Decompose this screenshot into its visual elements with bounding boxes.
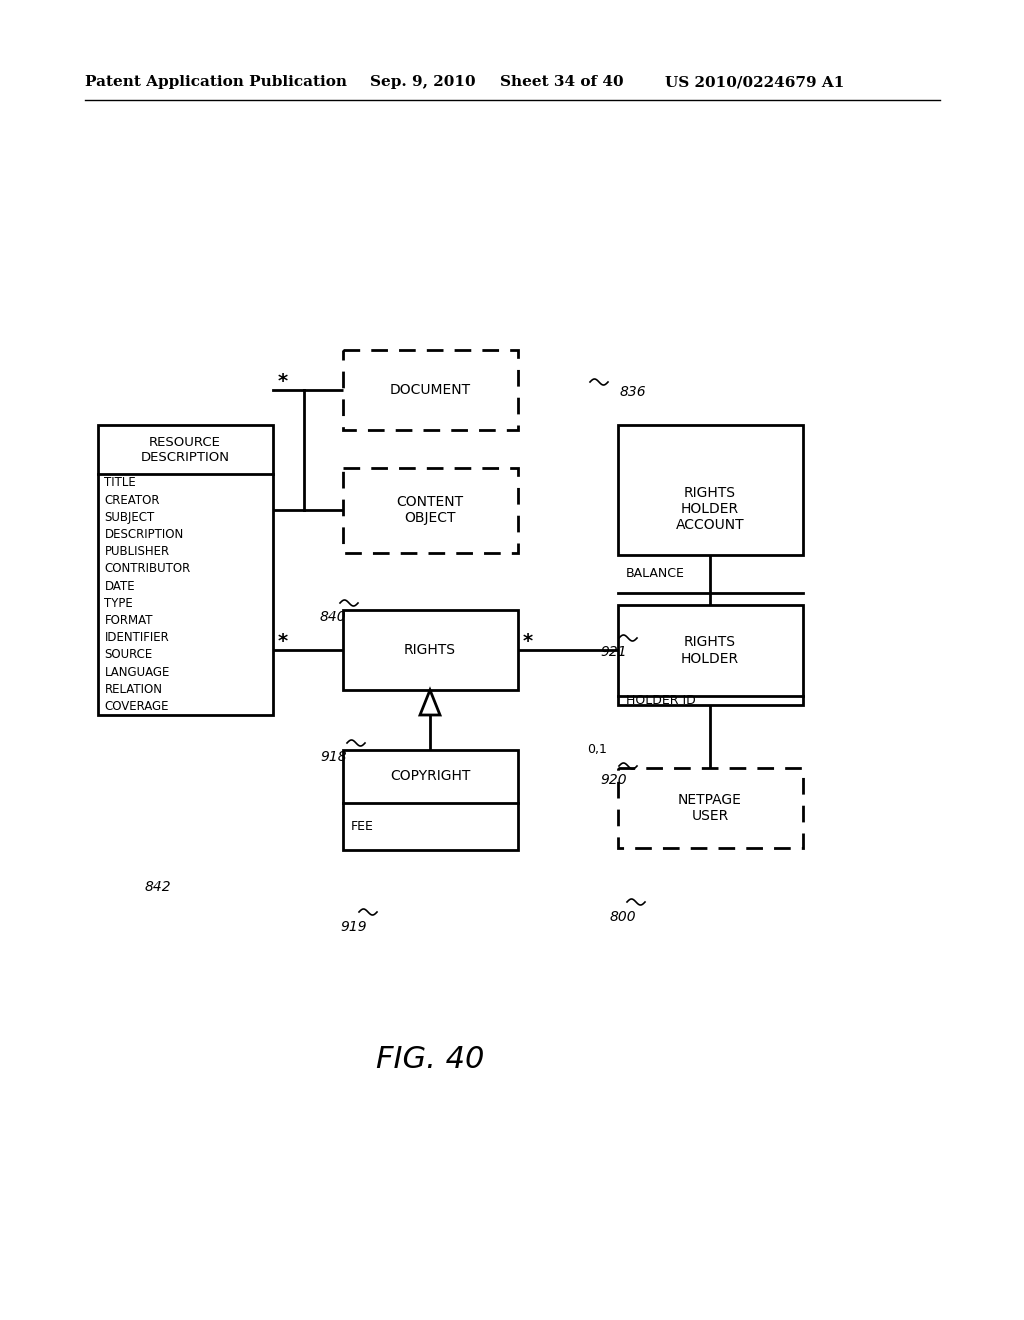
Text: RIGHTS: RIGHTS <box>404 643 456 657</box>
Text: TITLE: TITLE <box>104 477 136 490</box>
Text: SOURCE: SOURCE <box>104 648 153 661</box>
Bar <box>342 750 517 850</box>
Text: 919: 919 <box>340 920 367 935</box>
Text: CONTENT
OBJECT: CONTENT OBJECT <box>396 495 464 525</box>
Bar <box>342 610 517 690</box>
Text: 0,1: 0,1 <box>588 743 607 756</box>
Text: TYPE: TYPE <box>104 597 133 610</box>
Text: DATE: DATE <box>104 579 135 593</box>
Text: RELATION: RELATION <box>104 682 163 696</box>
Text: HOLDER ID: HOLDER ID <box>626 694 695 708</box>
Bar <box>617 768 803 847</box>
Text: COPYRIGHT: COPYRIGHT <box>390 770 470 784</box>
Text: 921: 921 <box>600 645 627 659</box>
Text: Patent Application Publication: Patent Application Publication <box>85 75 347 88</box>
Text: FEE: FEE <box>350 820 374 833</box>
Text: RIGHTS
HOLDER
ACCOUNT: RIGHTS HOLDER ACCOUNT <box>676 486 744 532</box>
Text: DOCUMENT: DOCUMENT <box>389 383 471 397</box>
Text: 800: 800 <box>610 909 637 924</box>
Text: PUBLISHER: PUBLISHER <box>104 545 170 558</box>
Bar <box>617 425 803 554</box>
Text: 920: 920 <box>600 774 627 787</box>
Text: *: * <box>278 632 288 652</box>
Text: 836: 836 <box>620 385 646 399</box>
Text: 918: 918 <box>319 750 347 764</box>
Text: 842: 842 <box>145 880 172 894</box>
Text: BALANCE: BALANCE <box>626 568 684 581</box>
Text: Sheet 34 of 40: Sheet 34 of 40 <box>500 75 624 88</box>
Text: US 2010/0224679 A1: US 2010/0224679 A1 <box>665 75 845 88</box>
Text: CREATOR: CREATOR <box>104 494 160 507</box>
Text: IDENTIFIER: IDENTIFIER <box>104 631 169 644</box>
Text: *: * <box>278 372 288 392</box>
Text: LANGUAGE: LANGUAGE <box>104 665 170 678</box>
Text: FORMAT: FORMAT <box>104 614 153 627</box>
Text: 840: 840 <box>319 610 347 624</box>
Text: *: * <box>522 632 532 652</box>
Text: RIGHTS
HOLDER: RIGHTS HOLDER <box>681 635 739 665</box>
Text: COVERAGE: COVERAGE <box>104 700 169 713</box>
Bar <box>342 350 517 430</box>
Text: RESOURCE
DESCRIPTION: RESOURCE DESCRIPTION <box>140 436 229 463</box>
Bar <box>342 467 517 553</box>
Text: NETPAGE
USER: NETPAGE USER <box>678 793 742 824</box>
Text: Sep. 9, 2010: Sep. 9, 2010 <box>370 75 475 88</box>
Text: SUBJECT: SUBJECT <box>104 511 155 524</box>
Text: CONTRIBUTOR: CONTRIBUTOR <box>104 562 190 576</box>
Text: FIG. 40: FIG. 40 <box>376 1045 484 1074</box>
Bar <box>97 425 272 715</box>
Polygon shape <box>420 690 440 715</box>
Text: DESCRIPTION: DESCRIPTION <box>104 528 183 541</box>
Bar <box>617 605 803 705</box>
